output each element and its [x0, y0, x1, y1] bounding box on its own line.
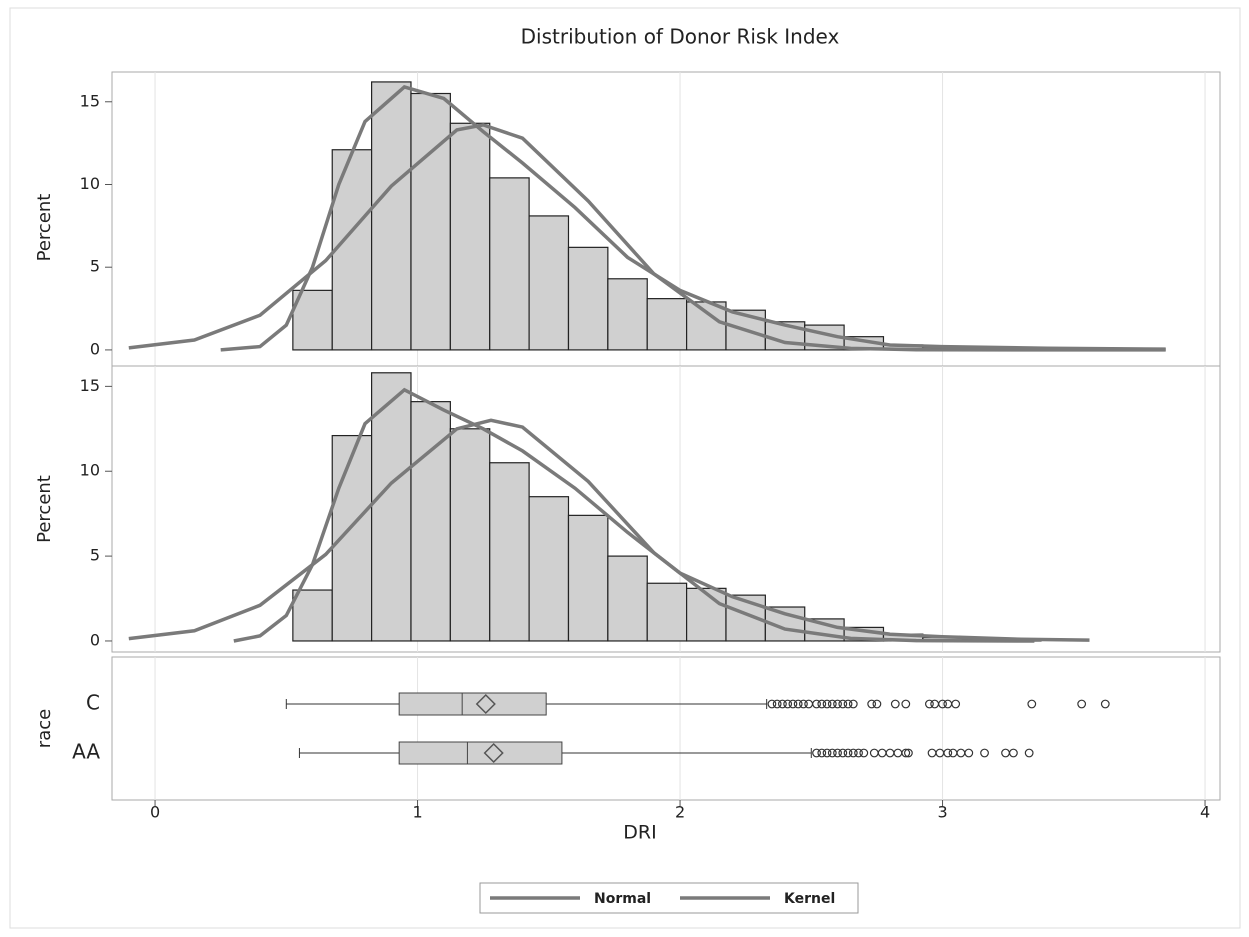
outlier	[817, 748, 827, 758]
bar	[528, 215, 570, 351]
bar	[567, 246, 609, 351]
bar	[528, 496, 570, 642]
density-curve	[128, 123, 1166, 352]
outlier	[822, 699, 832, 709]
outlier	[943, 748, 953, 758]
category-label: AA	[72, 740, 100, 764]
outlier	[951, 699, 961, 709]
bar	[489, 177, 530, 351]
legend: Normal Kernel	[479, 882, 859, 914]
x-tick-label: 3	[937, 803, 947, 822]
density-curve	[233, 387, 1090, 643]
x-tick-label: 2	[675, 803, 685, 822]
outlier	[1077, 699, 1087, 709]
outlier	[964, 748, 974, 758]
x-tick-label: 0	[150, 803, 160, 822]
outlier	[772, 699, 782, 709]
outlier	[833, 699, 842, 709]
outlier	[822, 748, 832, 758]
outlier	[767, 699, 777, 709]
outlier	[838, 699, 848, 709]
outlier	[778, 699, 787, 709]
outlier	[872, 699, 882, 709]
outlier	[859, 748, 869, 758]
bar	[371, 81, 412, 351]
outlier	[901, 699, 911, 709]
outlier	[925, 699, 934, 709]
outlier	[848, 699, 858, 709]
bar	[686, 587, 727, 642]
legend-label: Kernel	[784, 891, 835, 907]
bar	[489, 462, 530, 642]
box	[398, 741, 563, 765]
bar	[646, 582, 688, 642]
y-tick-label: 5	[90, 546, 100, 565]
y-tick-label: 5	[90, 257, 100, 276]
y-tick-label: 15	[80, 91, 100, 110]
plot-frame	[111, 656, 1221, 801]
outlier	[1100, 699, 1110, 709]
y-tick-label: 10	[80, 461, 100, 480]
bar	[292, 589, 333, 642]
y-tick-label: 0	[90, 630, 100, 649]
chart-title: Distribution of Donor Risk Index	[521, 25, 840, 49]
density-curve	[220, 84, 1166, 352]
bar	[607, 555, 648, 642]
outlier	[843, 748, 853, 758]
y-tick-label: 10	[80, 174, 100, 193]
outlier	[783, 699, 793, 709]
box	[398, 692, 547, 716]
bar	[567, 514, 609, 642]
y-tick-label: 15	[80, 376, 100, 395]
outlier	[843, 699, 853, 709]
outlier	[848, 748, 858, 758]
x-tick-label: 4	[1200, 803, 1210, 822]
outlier	[1024, 748, 1034, 758]
mean-marker	[483, 742, 504, 764]
outlier	[854, 748, 863, 758]
bar	[449, 428, 491, 642]
outlier	[793, 699, 803, 709]
y-tick-label: 0	[90, 339, 100, 358]
bar	[449, 122, 491, 351]
outlier	[980, 748, 989, 758]
bar	[371, 372, 412, 642]
y-axis-label: Percent	[34, 475, 55, 543]
outlier	[867, 699, 877, 709]
legend-label: Normal	[594, 891, 651, 907]
bar	[331, 149, 373, 351]
outlier	[838, 748, 848, 758]
outlier	[1027, 699, 1037, 709]
outlier	[1009, 748, 1018, 758]
bar	[410, 92, 451, 351]
outlier	[812, 748, 821, 758]
bar	[331, 434, 373, 642]
y-axis-label: Percent	[34, 194, 55, 262]
outlier	[827, 748, 837, 758]
outlier	[901, 748, 911, 758]
outlier	[833, 748, 842, 758]
mean-marker	[475, 693, 496, 715]
bar	[646, 298, 688, 351]
outlier	[938, 699, 947, 709]
category-label: C	[86, 691, 100, 715]
x-axis-label: DRI	[623, 822, 656, 844]
y-axis-label: race	[34, 709, 55, 748]
bar	[686, 301, 727, 351]
outlier	[890, 699, 900, 709]
outlier	[799, 699, 808, 709]
outlier	[904, 748, 913, 758]
x-tick-label: 1	[412, 803, 422, 822]
outlier	[817, 699, 827, 709]
outlier	[812, 699, 821, 709]
bar	[607, 278, 648, 351]
outlier	[827, 699, 837, 709]
outlier	[788, 699, 798, 709]
density-curve	[128, 418, 1035, 643]
